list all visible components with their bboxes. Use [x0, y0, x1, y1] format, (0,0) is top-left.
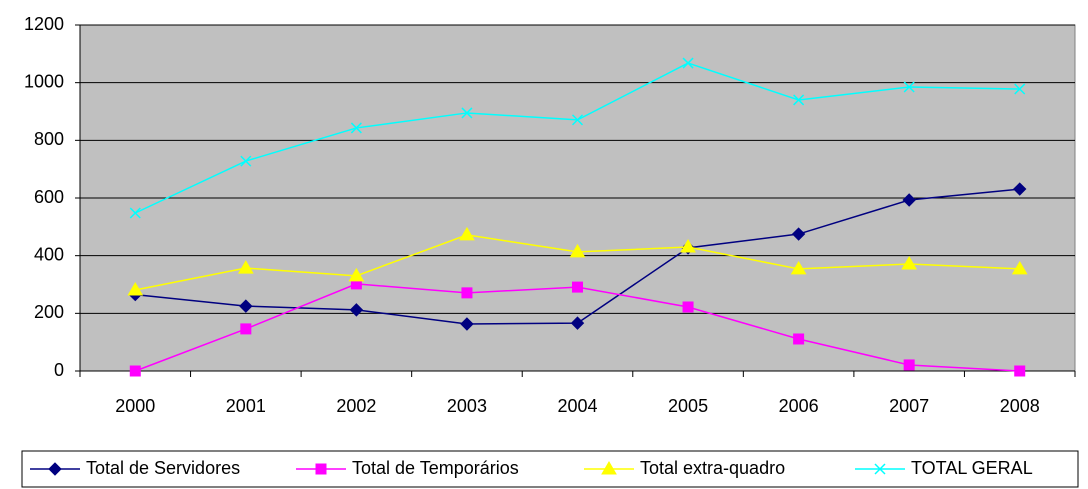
marker — [793, 94, 805, 106]
marker — [239, 299, 253, 313]
x-tick-label: 2005 — [668, 396, 708, 416]
marker — [903, 81, 915, 93]
marker — [1014, 83, 1026, 95]
x-tick-label: 2006 — [779, 396, 819, 416]
marker — [572, 281, 583, 293]
x-tick-label: 2002 — [336, 396, 376, 416]
marker — [460, 317, 474, 331]
marker — [127, 281, 144, 296]
y-tick-label: 600 — [34, 187, 64, 207]
marker — [240, 323, 252, 335]
marker — [790, 260, 807, 275]
y-tick-label: 200 — [34, 302, 64, 322]
marker — [570, 316, 585, 330]
legend-label: Total extra-quadro — [640, 458, 785, 478]
marker — [461, 287, 473, 299]
marker — [1014, 365, 1026, 377]
legend-label: Total de Servidores — [86, 458, 240, 478]
marker — [902, 193, 916, 207]
legend-label: Total de Temporários — [352, 458, 519, 478]
legend-marker — [874, 463, 886, 475]
marker — [349, 303, 364, 317]
marker — [791, 227, 806, 241]
marker — [129, 365, 141, 377]
marker — [901, 256, 918, 270]
x-tick-label: 2004 — [557, 396, 597, 416]
x-tick-label: 2003 — [447, 396, 487, 416]
marker — [1011, 260, 1028, 275]
y-tick-label: 1200 — [24, 14, 64, 34]
marker — [240, 155, 252, 167]
x-tick-label: 2000 — [115, 396, 155, 416]
legend-marker — [315, 463, 327, 475]
marker — [571, 114, 584, 126]
y-tick-label: 800 — [34, 129, 64, 149]
marker — [793, 333, 805, 345]
marker — [680, 239, 696, 253]
legend-label: TOTAL GERAL — [911, 458, 1033, 478]
x-tick-label: 2007 — [889, 396, 929, 416]
y-tick-label: 400 — [34, 244, 64, 264]
marker — [129, 207, 141, 219]
marker — [348, 267, 365, 282]
legend-marker — [48, 462, 62, 476]
marker — [682, 301, 694, 313]
marker — [461, 107, 473, 119]
y-tick-label: 1000 — [24, 71, 64, 91]
x-tick-label: 2001 — [226, 396, 266, 416]
marker — [1013, 182, 1027, 196]
x-tick-label: 2008 — [1000, 396, 1040, 416]
marker — [350, 122, 362, 134]
marker — [459, 226, 475, 241]
marker — [903, 359, 915, 371]
marker — [682, 57, 694, 69]
y-tick-label: 0 — [54, 360, 64, 380]
marker — [237, 260, 254, 274]
legend-marker — [601, 461, 617, 475]
marker — [569, 243, 586, 258]
